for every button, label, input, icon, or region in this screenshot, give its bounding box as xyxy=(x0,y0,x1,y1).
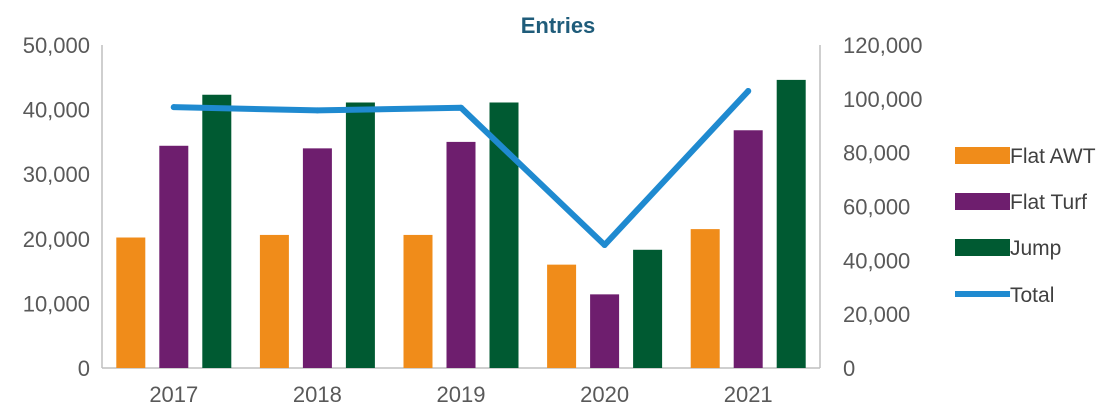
left-axis-tick-label: 50,000 xyxy=(23,33,90,58)
line-point-total xyxy=(458,104,464,111)
total-line-series xyxy=(170,88,752,248)
bar-jump xyxy=(345,102,375,368)
legend-label: Total xyxy=(1010,284,1054,307)
left-axis-tick-label: 0 xyxy=(78,356,90,381)
x-axis-tick-label: 2021 xyxy=(724,382,773,407)
line-point-total xyxy=(601,241,608,248)
left-axis-ticks: 0 10,000 20,000 30,000 40,000 50,000 xyxy=(23,33,90,381)
right-axis-tick-label: 80,000 xyxy=(843,141,910,166)
bar-flat-awt xyxy=(690,229,720,368)
legend-swatch xyxy=(955,147,1010,164)
legend-swatch xyxy=(955,193,1010,210)
x-axis-tick-label: 2020 xyxy=(580,382,629,407)
bar-flat-turf xyxy=(302,148,332,368)
bar-series xyxy=(116,79,806,368)
line-point-total xyxy=(170,104,177,111)
right-axis-ticks: 0 20,000 40,000 60,000 80,000 100,000 120,000 xyxy=(843,33,923,381)
x-axis-tick-label: 2018 xyxy=(293,382,342,407)
bar-jump xyxy=(633,249,663,368)
bar-flat-turf xyxy=(733,130,763,368)
bar-flat-awt xyxy=(403,234,433,368)
right-axis-tick-label: 20,000 xyxy=(843,302,910,327)
left-axis-tick-label: 40,000 xyxy=(23,98,90,123)
line-point-total xyxy=(745,88,752,95)
bar-flat-turf xyxy=(446,141,476,368)
right-axis-tick-label: 40,000 xyxy=(843,248,910,273)
right-axis-tick-label: 100,000 xyxy=(843,87,923,112)
right-axis-tick-label: 60,000 xyxy=(843,195,910,220)
bar-jump xyxy=(202,94,232,368)
legend: Flat AWT Flat Turf Jump Total xyxy=(955,145,1096,307)
right-axis-tick-label: 120,000 xyxy=(843,33,923,58)
bar-flat-awt xyxy=(116,237,146,368)
chart-title: Entries xyxy=(521,13,596,38)
bar-flat-turf xyxy=(590,294,620,368)
legend-swatch xyxy=(955,239,1010,256)
legend-label: Jump xyxy=(1010,237,1061,260)
right-axis-tick-label: 0 xyxy=(843,356,855,381)
x-axis-tick-label: 2017 xyxy=(149,382,198,407)
left-axis-tick-label: 20,000 xyxy=(23,227,90,252)
bar-flat-awt xyxy=(259,234,289,368)
bar-flat-turf xyxy=(159,145,189,368)
left-axis-tick-label: 10,000 xyxy=(23,291,90,316)
bar-flat-awt xyxy=(547,264,577,368)
x-axis-tick-label: 2019 xyxy=(437,382,486,407)
x-axis-ticks: 2017 2018 2019 2020 2021 xyxy=(149,382,772,407)
line-point-total xyxy=(314,107,321,114)
legend-label: Flat Turf xyxy=(1010,191,1087,214)
bar-jump xyxy=(776,79,806,368)
left-axis-tick-label: 30,000 xyxy=(23,162,90,187)
legend-label: Flat AWT xyxy=(1010,145,1096,168)
